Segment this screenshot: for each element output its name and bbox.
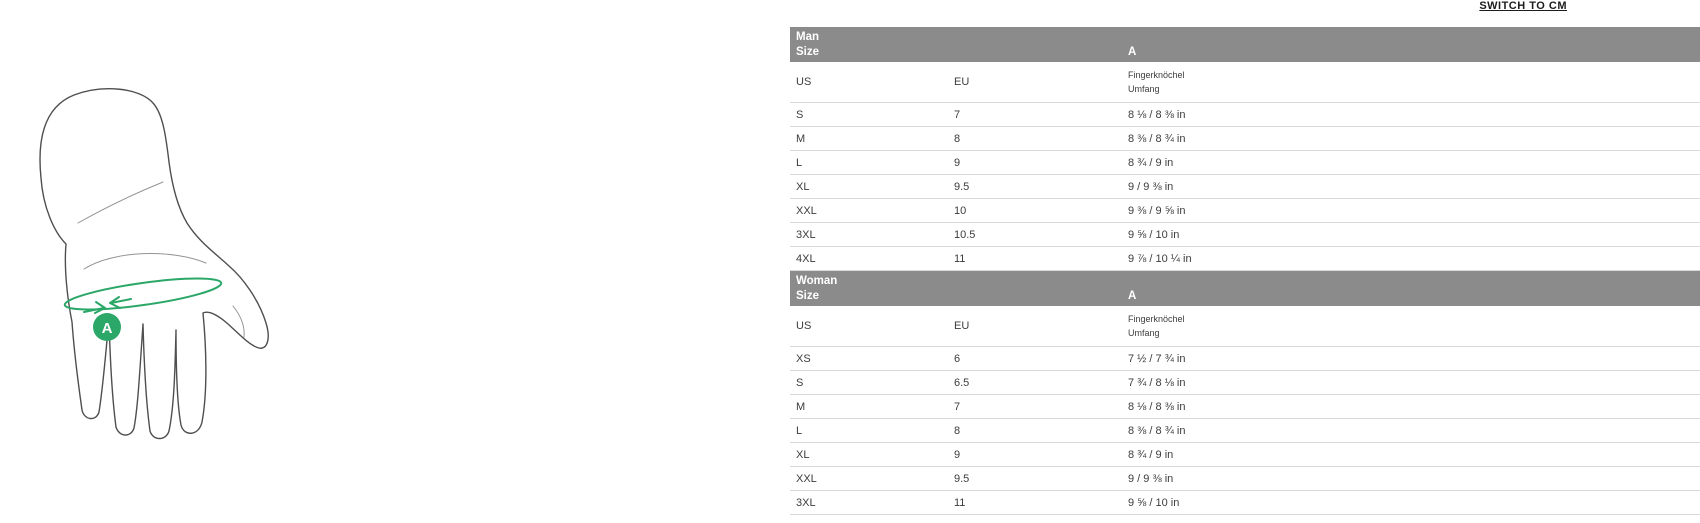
hand-measurement-diagram: A <box>30 82 310 442</box>
us-size: M <box>796 400 806 413</box>
eu-size: 9 <box>954 156 961 169</box>
a-header: Fingerknöchel Umfang <box>1128 70 1185 94</box>
us-size: 3XL <box>796 496 816 509</box>
us-header: US <box>796 320 812 332</box>
eu-size: 7 <box>954 400 961 413</box>
group-title: Woman <box>796 275 838 287</box>
woman-subheader-row: US EU Fingerknöchel Umfang <box>790 306 1700 347</box>
hand-illustration: A <box>39 88 269 440</box>
a-value: 9 ⅜ / 9 ⅝ in <box>1128 204 1186 217</box>
table-row: XXL 9.5 9 / 9 ⅜ in <box>790 467 1700 491</box>
a-value: 9 ⅝ / 10 in <box>1128 228 1180 241</box>
us-header: US <box>796 76 812 88</box>
size-table-woman: Woman Size A US EU Fingerknöchel Umfang … <box>790 271 1700 515</box>
us-size: 3XL <box>796 228 816 241</box>
a-value: 8 ¾ / 9 in <box>1128 156 1174 169</box>
size-column-label: Size <box>796 290 820 302</box>
eu-size: 10 <box>954 204 967 217</box>
table-row: S 7 8 ⅛ / 8 ⅜ in <box>790 103 1700 127</box>
a-column-label: A <box>1128 290 1137 302</box>
a-value: 9 / 9 ⅜ in <box>1128 472 1174 485</box>
wrist-crease-line <box>77 181 164 224</box>
us-size: XS <box>796 352 811 365</box>
table-row: M 8 8 ⅜ / 8 ¾ in <box>790 127 1700 151</box>
a-value: 8 ⅛ / 8 ⅜ in <box>1128 108 1186 121</box>
arrow-left-icon <box>109 296 132 309</box>
a-value: 9 ⅞ / 10 ¼ in <box>1128 252 1192 265</box>
us-size: XXL <box>796 204 817 217</box>
table-row: 3XL 11 9 ⅝ / 10 in <box>790 491 1700 515</box>
us-size: L <box>796 424 803 437</box>
a-value: 7 ¾ / 8 ⅛ in <box>1128 376 1186 389</box>
table-row: XXL 10 9 ⅜ / 9 ⅝ in <box>790 199 1700 223</box>
a-value: 8 ⅜ / 8 ¾ in <box>1128 424 1186 437</box>
us-size: S <box>796 376 804 389</box>
us-size: S <box>796 108 804 121</box>
table-row: XS 6 7 ½ / 7 ¾ in <box>790 347 1700 371</box>
man-subheader-row: US EU Fingerknöchel Umfang <box>790 62 1700 103</box>
knuckle-crease-line <box>83 253 207 270</box>
hand-outline <box>39 88 269 440</box>
table-row: 3XL 10.5 9 ⅝ / 10 in <box>790 223 1700 247</box>
table-row: 4XL 11 9 ⅞ / 10 ¼ in <box>790 247 1700 271</box>
a-column-label: A <box>1128 46 1137 58</box>
eu-size: 6.5 <box>954 376 970 389</box>
table-row: L 8 8 ⅜ / 8 ¾ in <box>790 419 1700 443</box>
measurement-ellipse <box>63 277 223 311</box>
a-value: 8 ¾ / 9 in <box>1128 448 1174 461</box>
eu-size: 9 <box>954 448 961 461</box>
eu-header: EU <box>954 320 970 332</box>
us-size: M <box>796 132 806 145</box>
a-value: 7 ½ / 7 ¾ in <box>1128 352 1186 365</box>
size-table-man: Man Size A US EU Fingerknöchel Umfang S … <box>790 27 1700 271</box>
us-size: 4XL <box>796 252 816 265</box>
size-column-label: Size <box>796 46 820 58</box>
us-size: XXL <box>796 472 817 485</box>
eu-header: EU <box>954 76 970 88</box>
measure-badge-label: A <box>102 320 113 337</box>
measure-badge-circle <box>93 313 121 341</box>
eu-size: 11 <box>954 496 966 509</box>
size-chart: Man Size A US EU Fingerknöchel Umfang S … <box>790 27 1700 515</box>
a-header: Fingerknöchel Umfang <box>1128 314 1185 338</box>
group-title: Man <box>796 31 819 43</box>
eu-size: 6 <box>954 352 961 365</box>
eu-size: 9.5 <box>954 472 970 485</box>
a-value: 8 ⅛ / 8 ⅜ in <box>1128 400 1186 413</box>
switch-to-cm-link[interactable]: SWITCH TO CM <box>1479 0 1567 12</box>
table-row: M 7 8 ⅛ / 8 ⅜ in <box>790 395 1700 419</box>
thumb-crease-line <box>232 305 245 338</box>
a-value: 9 ⅝ / 10 in <box>1128 496 1180 509</box>
eu-size: 9.5 <box>954 180 970 193</box>
a-value: 9 / 9 ⅜ in <box>1128 180 1174 193</box>
man-group-header: Man Size A <box>790 27 1700 62</box>
eu-size: 10.5 <box>954 228 976 241</box>
table-row: S 6.5 7 ¾ / 8 ⅛ in <box>790 371 1700 395</box>
us-size: XL <box>796 180 810 193</box>
a-value: 8 ⅜ / 8 ¾ in <box>1128 132 1186 145</box>
eu-size: 8 <box>954 424 961 437</box>
table-row: XL 9.5 9 / 9 ⅜ in <box>790 175 1700 199</box>
table-row: XL 9 8 ¾ / 9 in <box>790 443 1700 467</box>
eu-size: 8 <box>954 132 961 145</box>
woman-group-header: Woman Size A <box>790 271 1700 306</box>
us-size: XL <box>796 448 810 461</box>
eu-size: 7 <box>954 108 961 121</box>
table-row: L 9 8 ¾ / 9 in <box>790 151 1700 175</box>
arrow-right-icon <box>83 301 106 314</box>
eu-size: 11 <box>954 252 966 265</box>
us-size: L <box>796 156 803 169</box>
